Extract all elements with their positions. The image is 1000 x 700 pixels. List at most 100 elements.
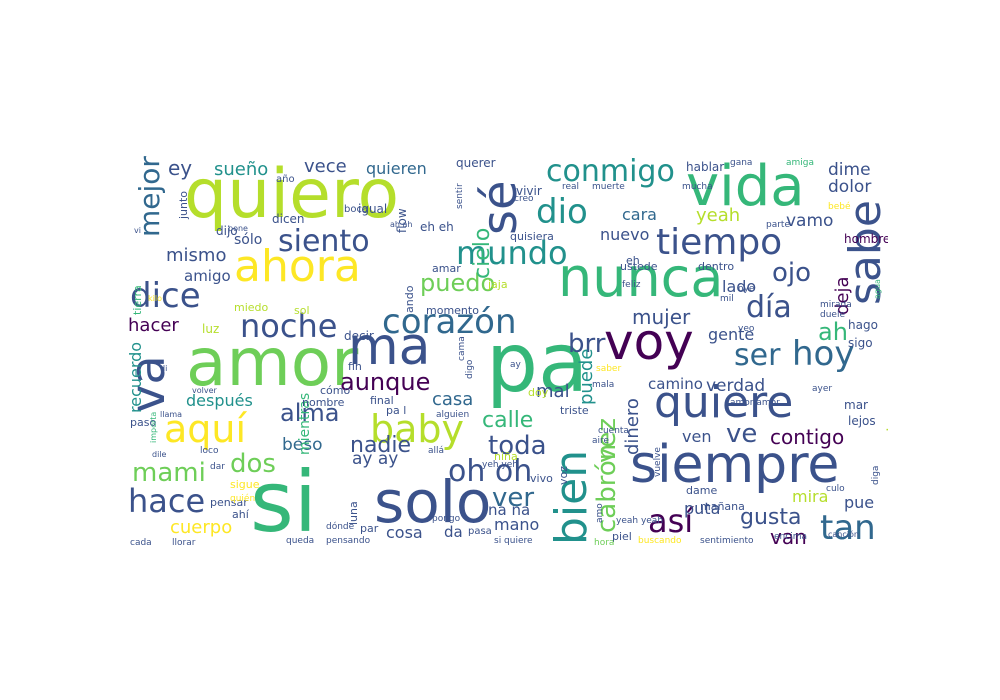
word: ma [348, 317, 431, 377]
word: triste [560, 404, 589, 417]
word: bebé [828, 202, 851, 212]
word: ustede [620, 260, 658, 273]
word: ey [168, 156, 193, 180]
word: amar [432, 262, 461, 275]
word: dime [828, 160, 871, 180]
word: nuevo [600, 225, 650, 244]
word: mismo [166, 245, 227, 266]
word: dice [130, 276, 201, 316]
word: llama [160, 410, 183, 419]
word: mar [844, 398, 868, 412]
word: loco [200, 446, 219, 456]
word: vamo [786, 211, 834, 231]
word: allá [428, 446, 445, 456]
word: camino [648, 375, 703, 393]
word: di [160, 364, 168, 373]
word: saber [596, 364, 622, 374]
word: gana [730, 158, 753, 168]
word: pa [486, 316, 589, 411]
word: yeh yeh [482, 460, 518, 470]
word: vivo [530, 472, 553, 485]
word: ven [682, 427, 712, 446]
word: baby [370, 407, 465, 451]
word: sueño [214, 159, 269, 180]
word: cuenta [598, 426, 629, 436]
word: verdad [706, 376, 766, 396]
word: yeah [696, 205, 741, 226]
word: cielo [470, 227, 495, 279]
word: dijo [216, 224, 238, 238]
word: lado [722, 277, 757, 296]
word: dame [686, 484, 718, 497]
word: hago [848, 318, 878, 332]
word: momento [426, 304, 479, 317]
word: oh oh [448, 454, 533, 489]
word: mucha [682, 182, 713, 192]
word: brr [568, 329, 606, 359]
word: si quiere [494, 536, 533, 546]
word-cloud: amor pa quiero vida si solo voy nunca si… [126, 155, 888, 550]
word: mirada [820, 300, 852, 310]
word: ve [726, 419, 758, 449]
word: conmigo [546, 155, 675, 189]
word: beso [282, 435, 323, 455]
word: dar [210, 462, 225, 472]
word: da [444, 523, 463, 541]
word: tiempo [656, 222, 783, 263]
word: creo [514, 194, 534, 204]
word: ay ay [352, 449, 399, 469]
word: amiga [786, 158, 815, 168]
word: mejor [133, 156, 166, 237]
word: amigo [184, 267, 231, 285]
word: cuerpo [170, 517, 233, 538]
word: mami [132, 458, 206, 488]
word: quiera [884, 397, 888, 455]
word: hablar [686, 160, 725, 174]
word: final [370, 394, 394, 407]
word: fin [348, 360, 362, 373]
word: dónde [326, 522, 355, 532]
word: junto [177, 190, 190, 219]
word: voz [557, 465, 570, 485]
word: jaja [488, 278, 508, 291]
word: hacer [128, 315, 179, 336]
word: calle [482, 408, 534, 433]
word: casa [432, 389, 474, 410]
word: doy [528, 386, 549, 399]
word: vivir [516, 184, 542, 198]
word: puta [684, 499, 721, 518]
word: recuerdo [126, 341, 145, 413]
word: aunque [340, 368, 431, 396]
word: alguien [436, 410, 470, 420]
word: paso [130, 416, 157, 429]
word: siento [278, 224, 370, 259]
word: pue [844, 493, 875, 512]
word: yeah yeah [616, 516, 664, 526]
word: nunca [558, 246, 724, 309]
word: año [276, 174, 295, 185]
word: mal [536, 381, 570, 402]
word: mano [494, 515, 540, 534]
word: ojo [772, 258, 812, 288]
word: eh eh [420, 220, 454, 234]
word: vece [304, 156, 347, 177]
word: digo [465, 359, 475, 379]
word: miedo [234, 301, 269, 314]
word: importa [149, 411, 158, 443]
word: ah ah [390, 220, 413, 229]
word: ay [510, 360, 521, 370]
word: siempre [630, 435, 840, 495]
word: hombre [844, 232, 888, 246]
word: pasa [468, 526, 492, 537]
word: pensar [210, 496, 248, 509]
word: sol [294, 304, 310, 317]
word: real [562, 182, 580, 192]
word: ayer [812, 384, 833, 394]
word: hoy [792, 334, 855, 374]
word: queda [286, 536, 315, 546]
word: sólo [234, 232, 263, 248]
word: parte [766, 220, 790, 230]
word: alma [280, 399, 340, 427]
word: aire [592, 436, 610, 446]
word: pone [228, 224, 248, 233]
